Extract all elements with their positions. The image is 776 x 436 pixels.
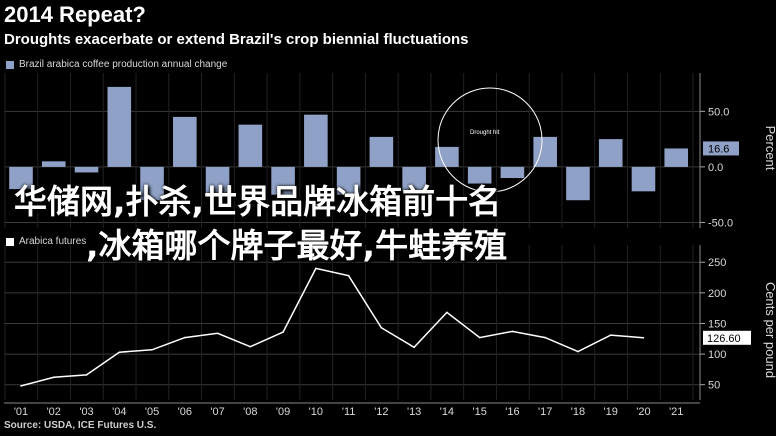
drought-annotation-circle [437, 87, 543, 193]
bar-'19 [598, 139, 623, 167]
bottom-tick-label: 50 [708, 380, 720, 392]
line-last-value-badge [703, 330, 751, 345]
top-tick-label: 0.0 [708, 162, 723, 174]
line-point-'12 [380, 326, 383, 329]
top-tick-label: 50.0 [708, 106, 729, 118]
x-tick-label: '15 [472, 406, 486, 418]
line-legend-swatch [6, 237, 14, 246]
line-point-'14 [446, 311, 448, 314]
line-legend: Arabica futures [6, 236, 86, 247]
x-tick-label: '11 [342, 406, 356, 418]
x-tick-label: '09 [276, 406, 290, 418]
bar-'10 [304, 114, 328, 167]
overlay-caption: 华储网,扑杀,世界品牌冰箱前十名 ,冰箱哪个牌子最好,牛蛙养殖 [0, 180, 776, 268]
line-point-'05 [151, 348, 153, 351]
line-point-'16 [511, 330, 514, 333]
x-tick-label: '18 [571, 406, 585, 418]
arabica-futures-line [20, 267, 644, 387]
x-tick-label: '19 [604, 406, 618, 418]
top-y-axis-label: Percent [763, 126, 776, 171]
line-series [20, 267, 645, 387]
x-tick-label: '02 [47, 406, 61, 418]
line-legend-label: Arabica futures [19, 236, 87, 247]
line-point-'04 [118, 351, 121, 354]
bottom-panel-grid [4, 245, 700, 400]
bottom-y-axis-label: Cents per pound [763, 282, 776, 378]
overlay-caption-line-2: ,冰箱哪个牌子最好,牛蛙养殖 [86, 226, 508, 265]
line-point-'15 [478, 336, 481, 339]
x-tick-label: '12 [374, 406, 388, 418]
line-point-'07 [216, 332, 219, 335]
line-point-'13 [413, 346, 415, 349]
line-point-'08 [249, 345, 252, 348]
bar-'02 [41, 161, 66, 167]
x-tick-label: '07 [210, 406, 224, 418]
bottom-tick-label: 150 [708, 318, 726, 330]
x-tick-label: '17 [538, 406, 552, 418]
line-point-'02 [52, 376, 55, 379]
bar-last-value-badge [703, 141, 739, 156]
x-tick-label: '14 [440, 406, 454, 418]
bar-'04 [107, 86, 132, 167]
line-point-'18 [577, 350, 579, 353]
x-tick-label: '21 [669, 406, 683, 418]
drought-annotation: Drought hit [437, 87, 543, 193]
x-tick-label: '01 [14, 406, 28, 418]
x-tick-label: '04 [112, 406, 126, 418]
x-tick-label: '03 [79, 406, 93, 418]
line-point-'03 [85, 374, 88, 376]
bar-'16 [500, 166, 525, 178]
drought-annotation-label: Drought hit [470, 130, 500, 136]
bar-'17 [533, 136, 557, 167]
bar-'21 [664, 148, 689, 167]
bar-'06 [173, 116, 197, 167]
bar-legend: Brazil arabica coffee production annual … [6, 59, 227, 70]
bottom-tick-label: 100 [708, 349, 726, 361]
line-point-'09 [282, 331, 284, 333]
line-last-value-label: 126.60 [707, 333, 741, 345]
bar-last-value-label: 16.6 [708, 143, 729, 155]
chart-title: 2014 Repeat? [4, 2, 146, 27]
bar-legend-label: Brazil arabica coffee production annual … [19, 59, 228, 70]
line-point-'06 [184, 336, 186, 339]
line-point-'19 [609, 334, 612, 336]
x-tick-label: '20 [636, 406, 650, 418]
line-point-'20 [642, 336, 645, 339]
line-point-'01 [20, 385, 22, 387]
chart-subtitle: Droughts exacerbate or extend Brazil's c… [4, 31, 469, 48]
x-tick-label: '10 [309, 406, 323, 418]
bar-'12 [369, 136, 394, 167]
x-tick-label: '05 [145, 406, 159, 418]
x-tick-label: '16 [505, 406, 519, 418]
bar-'14 [435, 146, 459, 167]
overlay-caption-line-1: 华储网,扑杀,世界品牌冰箱前十名 [14, 182, 502, 221]
source-note: Source: USDA, ICE Futures U.S. [4, 420, 157, 431]
line-point-'11 [347, 274, 350, 277]
bar-'03 [74, 166, 99, 173]
x-tick-label: '08 [243, 406, 257, 418]
bar-legend-swatch [6, 60, 14, 69]
x-tick-label: '13 [407, 406, 421, 418]
bottom-tick-label: 200 [708, 288, 726, 300]
x-tick-label: '06 [178, 406, 192, 418]
x-axis-ticks: '01 '02 '03 '04 '05 '06 '07 '08 '09 '10 '11 '12 '13 '… [4, 402, 700, 418]
line-point-'17 [544, 336, 546, 339]
bar-'08 [238, 124, 263, 167]
